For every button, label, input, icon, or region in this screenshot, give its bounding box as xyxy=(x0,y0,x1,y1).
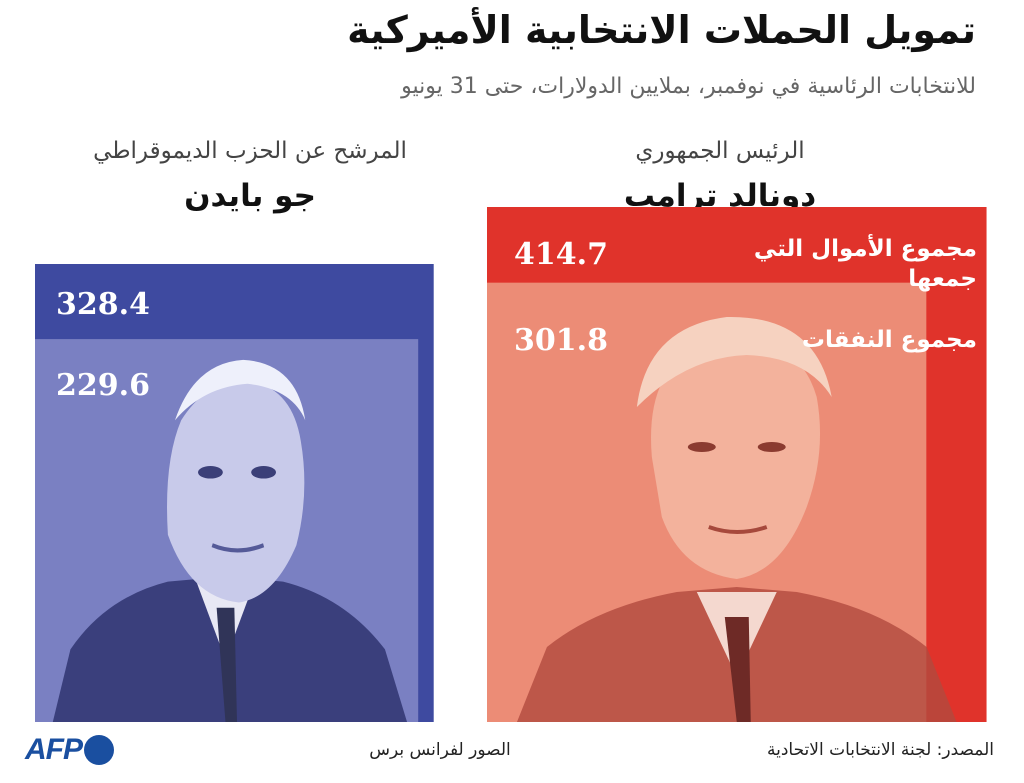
trump-raised-bar xyxy=(487,207,987,722)
trump-role: الرئيس الجمهوري xyxy=(635,138,805,164)
afp-logo-circle xyxy=(84,735,114,765)
trump-raised-value: 414.7 xyxy=(514,237,608,272)
spent-series-label: مجموع النفقات xyxy=(801,327,977,353)
chart-subtitle: للانتخابات الرئاسية في نوفمبر، بملايين ا… xyxy=(401,74,976,99)
biden-raised-bar xyxy=(35,263,434,722)
trump-spent-value: 301.8 xyxy=(514,323,608,358)
biden-spent-value: 229.6 xyxy=(56,368,150,403)
biden-name: جو بايدن xyxy=(184,178,316,214)
raised-series-label: مجموع الأموال التي جمعها xyxy=(753,236,977,292)
chart-title: تمويل الحملات الانتخابية الأميركية xyxy=(347,8,976,52)
photo-credit: الصور لفرانس برس xyxy=(369,740,511,760)
biden-raised-value: 328.4 xyxy=(56,287,150,322)
afp-logo: AFP xyxy=(25,733,114,767)
biden-role: المرشح عن الحزب الديموقراطي xyxy=(93,138,407,164)
trump-portrait-image xyxy=(487,207,987,722)
afp-logo-text: AFP xyxy=(25,733,83,766)
source-note: المصدر: لجنة الانتخابات الاتحادية xyxy=(766,740,994,760)
biden-portrait-image xyxy=(35,263,434,722)
